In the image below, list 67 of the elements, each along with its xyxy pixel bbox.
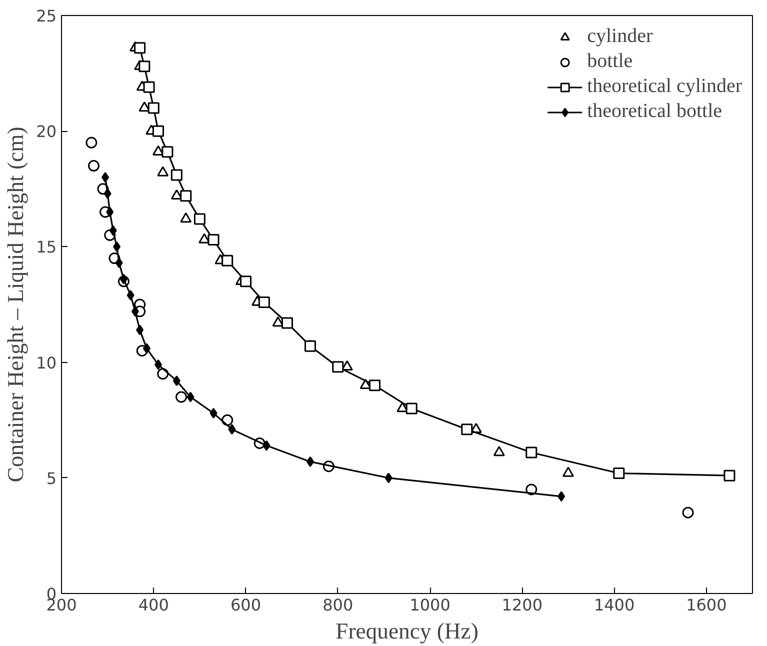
point (306, 456, 314, 467)
point (154, 359, 162, 370)
point (176, 391, 188, 403)
x-tick-label: 400 (138, 596, 169, 614)
point (210, 408, 218, 418)
point (138, 60, 150, 72)
point (180, 190, 192, 202)
point (526, 446, 538, 458)
point (384, 472, 392, 484)
point (134, 42, 146, 54)
x-tick-label: 1200 (502, 596, 543, 614)
point (613, 468, 625, 480)
x-axis-title: Frequency (Hz) (336, 618, 478, 644)
point (148, 102, 160, 114)
point (162, 146, 174, 158)
point (228, 424, 236, 435)
point (461, 424, 473, 436)
point (106, 206, 114, 218)
point (172, 376, 180, 386)
point (262, 440, 270, 451)
point (222, 254, 234, 266)
point (240, 276, 252, 288)
point (186, 392, 194, 402)
point (170, 169, 182, 181)
point (131, 306, 139, 317)
point (126, 290, 134, 300)
point (724, 470, 736, 482)
point (115, 258, 123, 268)
point (369, 380, 381, 392)
x-tick-label: 1000 (410, 596, 450, 614)
point (120, 274, 128, 284)
point (558, 491, 566, 502)
point (86, 136, 98, 148)
y-tick-label: 10 (36, 353, 56, 372)
legend-label: cylinder (587, 25, 653, 48)
point (493, 446, 505, 456)
point (281, 317, 293, 329)
x-tick-label: 1400 (594, 596, 635, 614)
x-tick-label: 1600 (686, 596, 727, 614)
point (152, 125, 164, 137)
point (180, 212, 192, 223)
point (142, 343, 150, 354)
legend-label: theoretical cylinder (587, 75, 742, 98)
legend-label: bottle (587, 50, 633, 73)
point (136, 324, 144, 336)
y-tick-label: 25 (36, 6, 56, 26)
point (562, 466, 574, 477)
point (208, 234, 220, 246)
point (104, 188, 112, 199)
y-tick-label: 20 (36, 122, 56, 142)
point (102, 172, 110, 183)
point (88, 160, 100, 172)
point (406, 402, 418, 414)
y-axis-title: Container Height – Liquid Height (cm) (3, 126, 28, 482)
x-tick-label: 600 (230, 596, 262, 614)
y-tick-label: 5 (46, 468, 57, 488)
point (258, 296, 270, 308)
y-tick-label: 15 (36, 238, 56, 257)
point (109, 225, 117, 236)
point (157, 166, 169, 176)
point (682, 506, 694, 518)
x-tick-label: 800 (322, 596, 354, 614)
point (332, 361, 344, 373)
legend-label: theoretical bottle (587, 100, 722, 123)
point (143, 81, 155, 93)
point (113, 241, 121, 252)
point (194, 213, 206, 225)
